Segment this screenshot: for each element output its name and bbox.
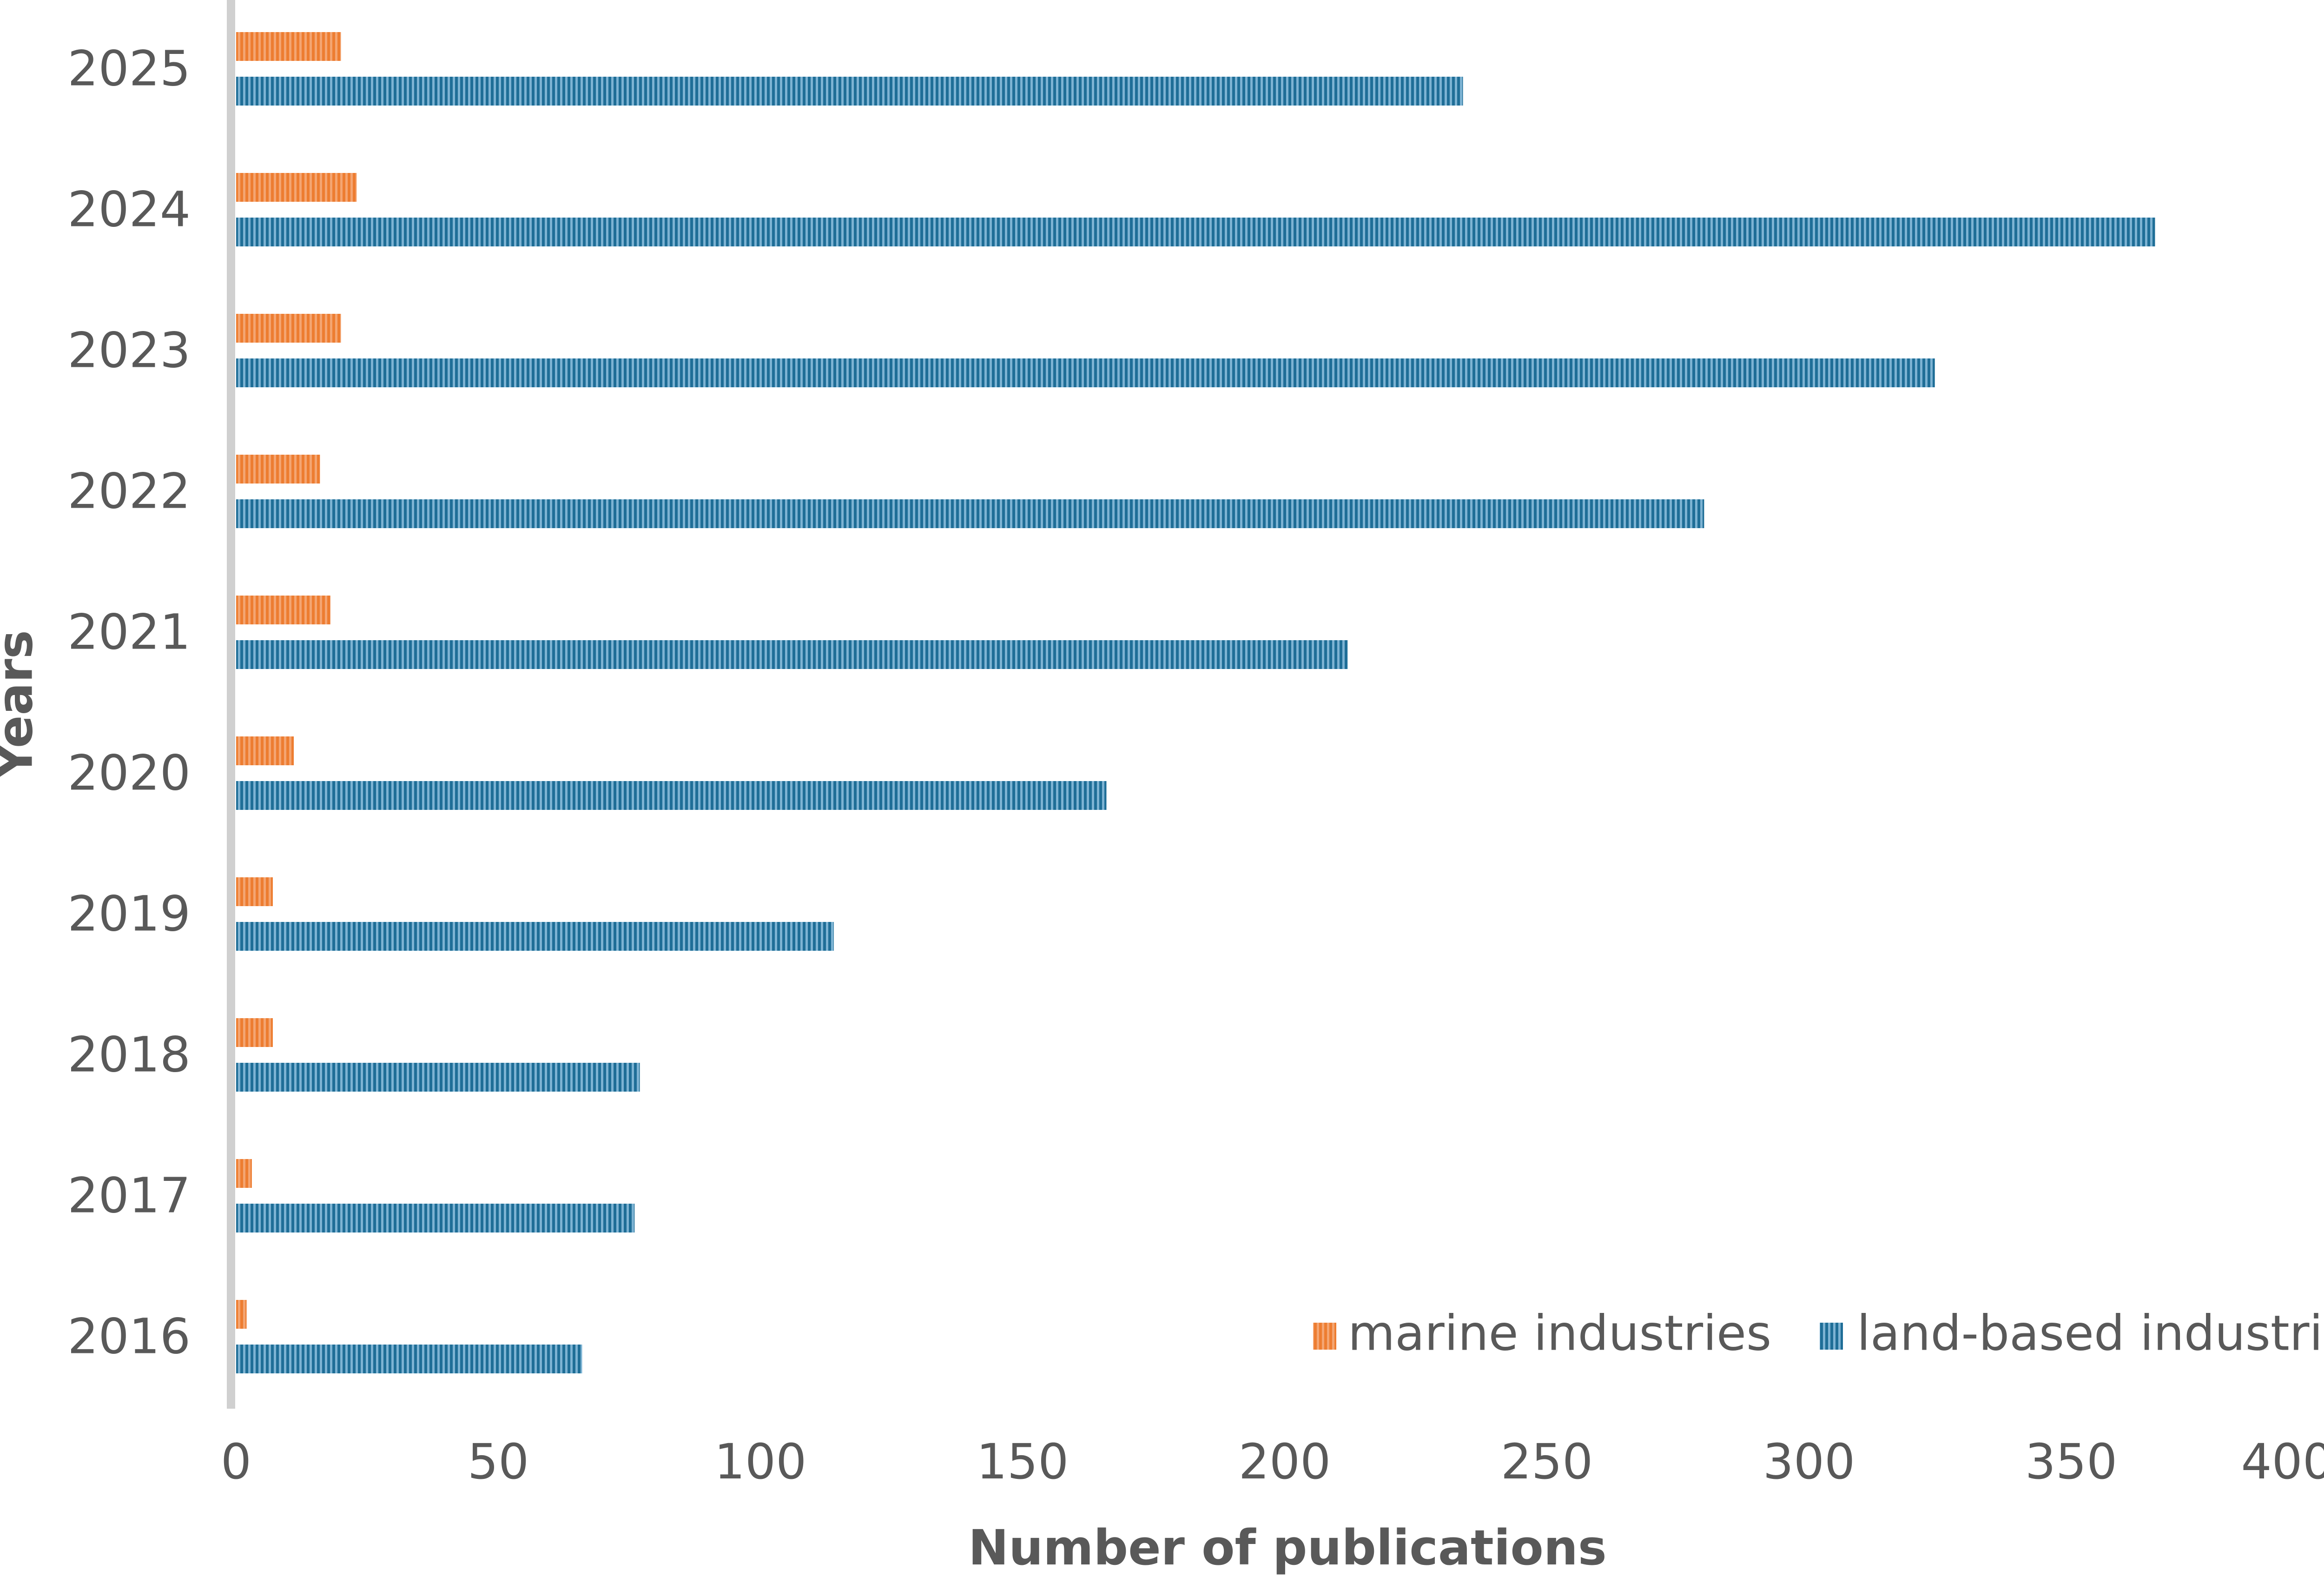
bar-marine-2025 [236, 32, 341, 61]
bar-land-based-2019 [236, 922, 834, 951]
bar-land-based-2024 [236, 218, 2155, 246]
bar-land-based-2021 [236, 640, 1348, 669]
bar-land-based-2018 [236, 1063, 640, 1092]
legend-label-marine: marine industries [1348, 1305, 1771, 1361]
bar-land-based-2020 [236, 781, 1107, 810]
y-tick-label-2025: 2025 [67, 40, 191, 97]
bar-marine-2022 [236, 455, 320, 484]
bar-marine-2020 [236, 736, 294, 765]
y-tick-label-2019: 2019 [67, 885, 191, 942]
y-tick-label-2022: 2022 [67, 463, 191, 519]
x-axis-title: Number of publications [968, 1519, 1607, 1576]
legend-swatch-marine [1313, 1323, 1336, 1350]
y-axis-title: Years [0, 630, 43, 780]
x-tick-label-300: 300 [1763, 1433, 1855, 1490]
bar-land-based-2025 [236, 77, 1463, 106]
bar-marine-2018 [236, 1018, 273, 1047]
y-tick-label-2017: 2017 [67, 1167, 191, 1224]
y-tick-label-2016: 2016 [67, 1308, 191, 1365]
x-tick-label-100: 100 [714, 1433, 807, 1490]
legend: marine industries land-based industries [1313, 1305, 2324, 1361]
y-tick-label-2024: 2024 [67, 181, 191, 238]
bar-land-based-2022 [236, 499, 1704, 528]
x-tick-label-150: 150 [977, 1433, 1069, 1490]
y-tick-label-2020: 2020 [67, 744, 191, 801]
bars-layer [236, 32, 2155, 1373]
x-tick-label-400: 400 [2241, 1433, 2324, 1490]
x-tick-label-50: 50 [468, 1433, 529, 1490]
bar-marine-2019 [236, 877, 273, 906]
bar-marine-2016 [236, 1300, 247, 1329]
bar-land-based-2016 [236, 1345, 582, 1373]
bar-marine-2024 [236, 173, 357, 202]
y-tick-label-2018: 2018 [67, 1026, 191, 1083]
x-tick-label-350: 350 [2025, 1433, 2118, 1490]
bar-marine-2021 [236, 596, 331, 624]
x-tick-labels: 0 50 100 150 200 250 300 350 400 [221, 1433, 2324, 1490]
bar-marine-2017 [236, 1159, 252, 1188]
x-tick-label-200: 200 [1239, 1433, 1331, 1490]
bar-marine-2023 [236, 314, 341, 343]
legend-label-land-based: land-based industries [1857, 1305, 2324, 1361]
bar-land-based-2023 [236, 358, 1935, 387]
x-tick-label-250: 250 [1501, 1433, 1593, 1490]
bar-land-based-2017 [236, 1204, 635, 1232]
y-tick-label-2023: 2023 [67, 322, 191, 378]
x-tick-label-0: 0 [221, 1433, 251, 1490]
y-tick-labels: 2016 2017 2018 2019 2020 2021 2022 2023 2024 2025 [67, 40, 191, 1365]
legend-swatch-land-based [1820, 1323, 1843, 1350]
y-tick-label-2021: 2021 [67, 603, 191, 660]
